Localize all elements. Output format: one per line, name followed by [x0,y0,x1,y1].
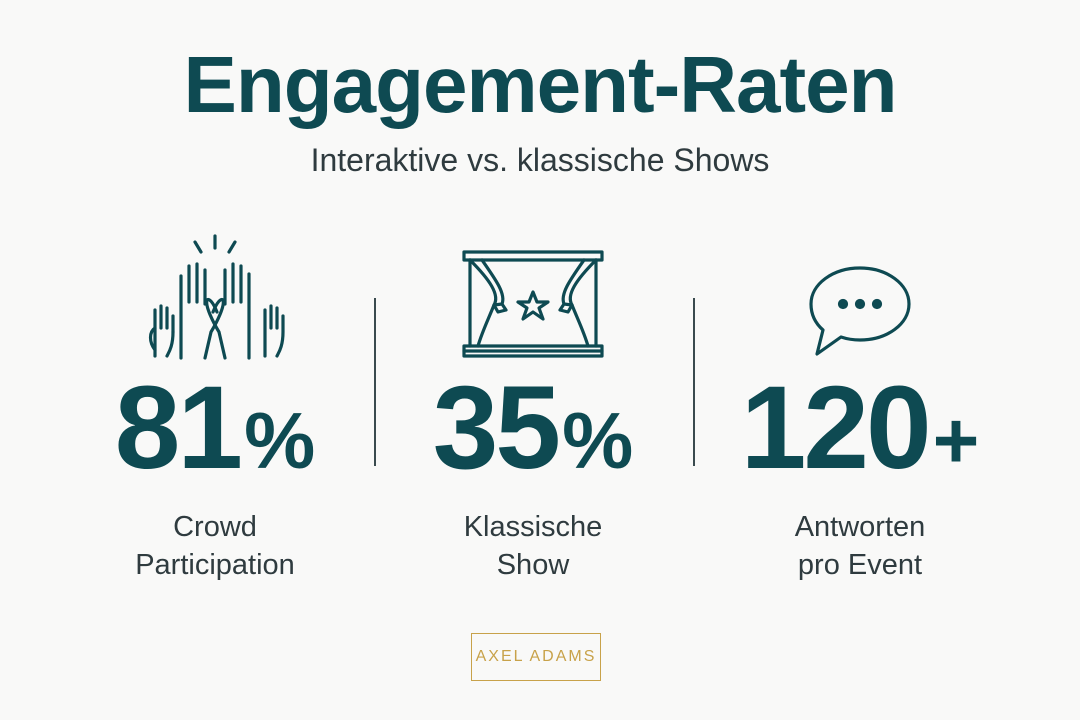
stat-label-line1: Antworten [794,511,926,543]
stat-suffix: % [562,396,634,485]
stat-suffix: + [932,396,980,485]
brand-logo: AXEL ADAMS [471,633,601,681]
stat-klassische-show: 35% Klassische Show [373,220,693,584]
speech-bubble-icon [700,220,1020,360]
stat-value-crowd: 81% [55,368,375,488]
stat-label-line1: Crowd [173,511,257,543]
stat-number: 120 [740,362,932,494]
stat-value-antworten: 120+ [700,368,1020,488]
stat-label-line1: Klassische [463,511,603,543]
raised-hands-icon [55,220,375,360]
stat-label-antworten: Antworten pro Event [700,508,1020,584]
stat-label-line2: pro Event [797,549,923,581]
stat-label-klassisch: Klassische Show [373,508,693,584]
stat-number: 35 [432,362,561,494]
stat-value-klassisch: 35% [373,368,693,488]
divider-left [374,298,376,466]
page-title: Engagement-Raten [183,40,898,129]
stat-antworten: 120+ Antworten pro Event [700,220,1020,584]
stat-label-crowd: Crowd Participation [55,508,375,584]
stat-number: 81 [114,362,243,494]
stat-crowd-participation: 81% Crowd Participation [55,220,375,584]
stat-suffix: % [244,396,316,485]
theater-stage-icon [373,220,693,360]
stat-label-line2: Show [496,549,570,581]
stat-label-line2: Participation [135,549,295,581]
page-subtitle: Interaktive vs. klassische Shows [310,142,770,178]
divider-right [693,298,695,466]
